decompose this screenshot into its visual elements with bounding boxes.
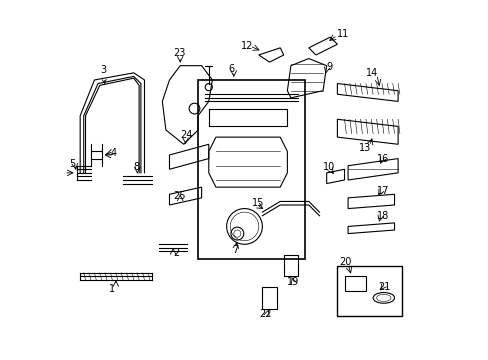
Text: 1: 1	[108, 284, 115, 294]
Text: 19: 19	[287, 277, 299, 287]
Text: 22: 22	[258, 309, 271, 319]
Text: 18: 18	[376, 211, 388, 221]
Text: 17: 17	[376, 186, 388, 196]
Bar	[198, 80, 305, 258]
Bar	[337, 266, 401, 316]
Text: 23: 23	[173, 48, 185, 58]
Text: 20: 20	[339, 257, 351, 267]
Text: 13: 13	[358, 143, 370, 153]
Bar	[283, 255, 298, 276]
Text: 12: 12	[241, 41, 253, 51]
Text: 8: 8	[134, 162, 140, 172]
Text: 11: 11	[337, 28, 349, 39]
Bar	[262, 287, 276, 309]
Text: 5: 5	[69, 159, 76, 169]
Text: 14: 14	[365, 68, 377, 78]
Bar	[344, 276, 365, 291]
Text: 21: 21	[378, 282, 390, 292]
Text: 25: 25	[173, 191, 185, 201]
Text: 3: 3	[100, 65, 106, 84]
Text: 9: 9	[326, 63, 332, 72]
Text: 7: 7	[232, 245, 238, 255]
Text: 4: 4	[110, 148, 117, 158]
Text: 10: 10	[323, 162, 335, 172]
Text: 16: 16	[376, 154, 388, 163]
Text: 24: 24	[180, 130, 192, 140]
Text: 15: 15	[251, 198, 264, 208]
Text: 6: 6	[228, 64, 234, 74]
Text: 2: 2	[173, 248, 179, 258]
